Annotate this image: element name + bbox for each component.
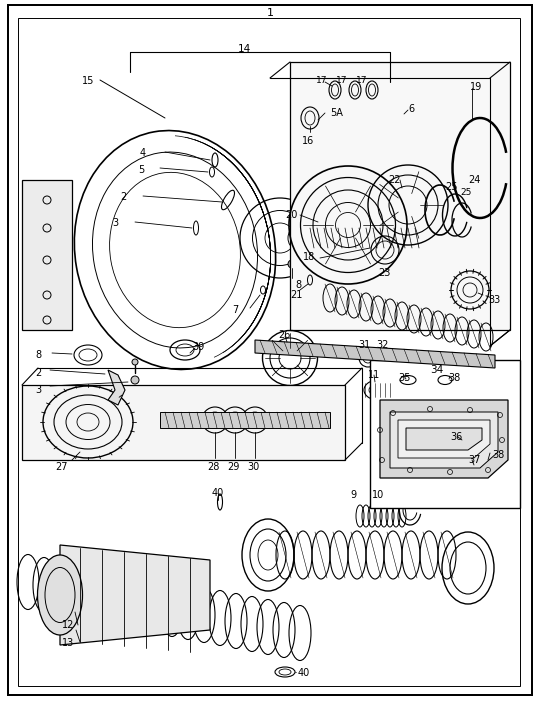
Text: 17: 17	[356, 76, 368, 85]
Polygon shape	[60, 545, 210, 645]
Polygon shape	[390, 412, 498, 468]
Ellipse shape	[132, 359, 138, 365]
Ellipse shape	[43, 256, 51, 264]
Text: 5A: 5A	[330, 108, 343, 118]
Text: 35: 35	[398, 373, 410, 383]
Ellipse shape	[43, 291, 51, 299]
Text: 7: 7	[232, 305, 238, 315]
Ellipse shape	[288, 260, 296, 268]
Polygon shape	[398, 420, 490, 458]
Polygon shape	[380, 400, 508, 478]
Text: 10: 10	[372, 490, 384, 500]
Ellipse shape	[43, 316, 51, 324]
Ellipse shape	[37, 555, 83, 635]
Text: 2: 2	[35, 368, 41, 378]
Text: 19: 19	[470, 82, 482, 92]
Text: 8: 8	[35, 350, 41, 360]
Text: 22: 22	[388, 175, 401, 185]
Text: 21: 21	[290, 290, 302, 300]
Polygon shape	[255, 340, 495, 368]
Text: 1: 1	[267, 8, 273, 18]
Text: 6: 6	[408, 104, 414, 114]
Ellipse shape	[43, 224, 51, 232]
Text: 25: 25	[460, 188, 471, 197]
Text: 3: 3	[112, 218, 118, 228]
Text: 16: 16	[302, 136, 314, 146]
Text: 5: 5	[138, 165, 144, 175]
Text: 30: 30	[247, 462, 259, 472]
Text: 31: 31	[358, 340, 370, 350]
Text: 15: 15	[82, 76, 94, 86]
Polygon shape	[290, 62, 510, 330]
Text: 40: 40	[298, 668, 310, 678]
Text: 20: 20	[285, 210, 298, 220]
Polygon shape	[108, 370, 125, 405]
Text: 24: 24	[468, 175, 481, 185]
Text: 32: 32	[376, 340, 388, 350]
Text: 12: 12	[62, 620, 75, 630]
Text: 4: 4	[140, 148, 146, 158]
Text: 38: 38	[448, 373, 460, 383]
Text: 9: 9	[350, 490, 356, 500]
Text: 23: 23	[378, 268, 390, 278]
Ellipse shape	[131, 376, 139, 384]
Text: 38: 38	[492, 450, 504, 460]
Text: 27: 27	[55, 462, 68, 472]
Polygon shape	[22, 385, 345, 460]
Text: 17: 17	[316, 76, 327, 85]
Text: 17: 17	[336, 76, 348, 85]
Polygon shape	[22, 180, 72, 330]
Text: 13: 13	[62, 638, 75, 648]
Text: 28: 28	[207, 462, 219, 472]
Polygon shape	[160, 412, 330, 428]
Text: 37: 37	[468, 455, 481, 465]
Ellipse shape	[43, 196, 51, 204]
Text: 33: 33	[488, 295, 500, 305]
Polygon shape	[305, 228, 420, 248]
Polygon shape	[406, 428, 482, 450]
Text: 3: 3	[35, 385, 41, 395]
Text: 39: 39	[192, 342, 204, 352]
Text: 18: 18	[303, 252, 315, 262]
Text: 14: 14	[238, 44, 251, 54]
Text: 11: 11	[368, 370, 380, 380]
Bar	[370, 360, 520, 508]
Text: 8: 8	[295, 280, 301, 290]
Text: 29: 29	[227, 462, 239, 472]
Text: 25: 25	[445, 182, 457, 192]
Text: 40: 40	[212, 488, 224, 498]
Text: 26: 26	[278, 330, 291, 340]
Text: 34: 34	[430, 365, 443, 375]
Text: 2: 2	[120, 192, 126, 202]
Text: 36: 36	[450, 432, 462, 442]
